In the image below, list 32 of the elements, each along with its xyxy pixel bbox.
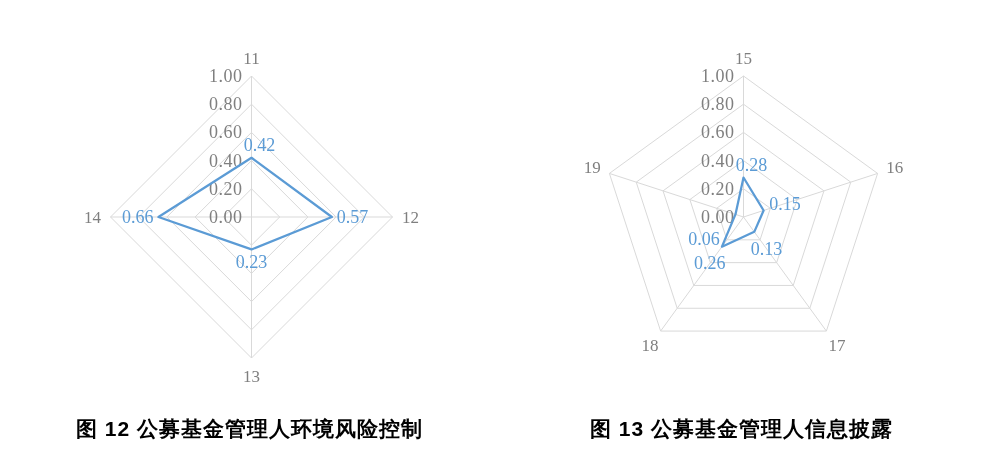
spoke-label: 13: [243, 366, 260, 386]
y-tick-label: 0.40: [209, 150, 243, 171]
y-tick-label: 0.60: [209, 122, 243, 143]
y-tick-label: 1.00: [209, 66, 243, 86]
spoke-label: 15: [735, 48, 752, 68]
data-label: 0.57: [336, 207, 369, 227]
data-label: 0.42: [243, 134, 276, 155]
y-tick-label: 0.60: [701, 122, 735, 143]
spoke-label: 19: [583, 158, 601, 178]
text: 图 13 公募基金管理人信息披露: [589, 416, 894, 440]
data-label: 0.06: [688, 228, 720, 249]
spoke-label: 11: [243, 48, 260, 68]
y-tick-label: 0.80: [209, 94, 243, 115]
spoke-label: 12: [402, 207, 419, 227]
data-label: 0.28: [735, 154, 768, 175]
spoke-label: 18: [641, 336, 659, 356]
spoke-label: 16: [886, 158, 904, 178]
y-tick-label: 1.00: [701, 66, 735, 86]
y-tick-label: 0.40: [701, 150, 735, 171]
y-tick-label: 0.00: [701, 207, 735, 227]
data-label: 0.13: [750, 238, 783, 259]
y-tick-label: 0.00: [209, 207, 243, 227]
y-tick-label: 0.80: [701, 94, 735, 115]
y-tick-label: 0.20: [701, 178, 735, 199]
y-tick-label: 0.20: [209, 178, 243, 199]
spoke-label: 17: [828, 336, 846, 356]
data-label: 0.23: [235, 252, 268, 273]
text: 图 12 公募基金管理人环境风险控制: [75, 416, 424, 440]
data-label: 0.66: [121, 207, 154, 227]
spoke-label: 14: [84, 207, 102, 227]
data-label: 0.26: [694, 253, 726, 274]
data-label: 0.15: [769, 193, 801, 214]
